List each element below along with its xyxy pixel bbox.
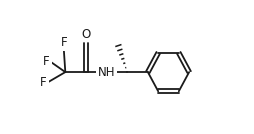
Text: O: O [81,28,91,41]
Text: F: F [43,55,50,68]
Text: F: F [40,76,47,89]
Text: F: F [60,36,67,49]
Text: NH: NH [98,66,115,79]
